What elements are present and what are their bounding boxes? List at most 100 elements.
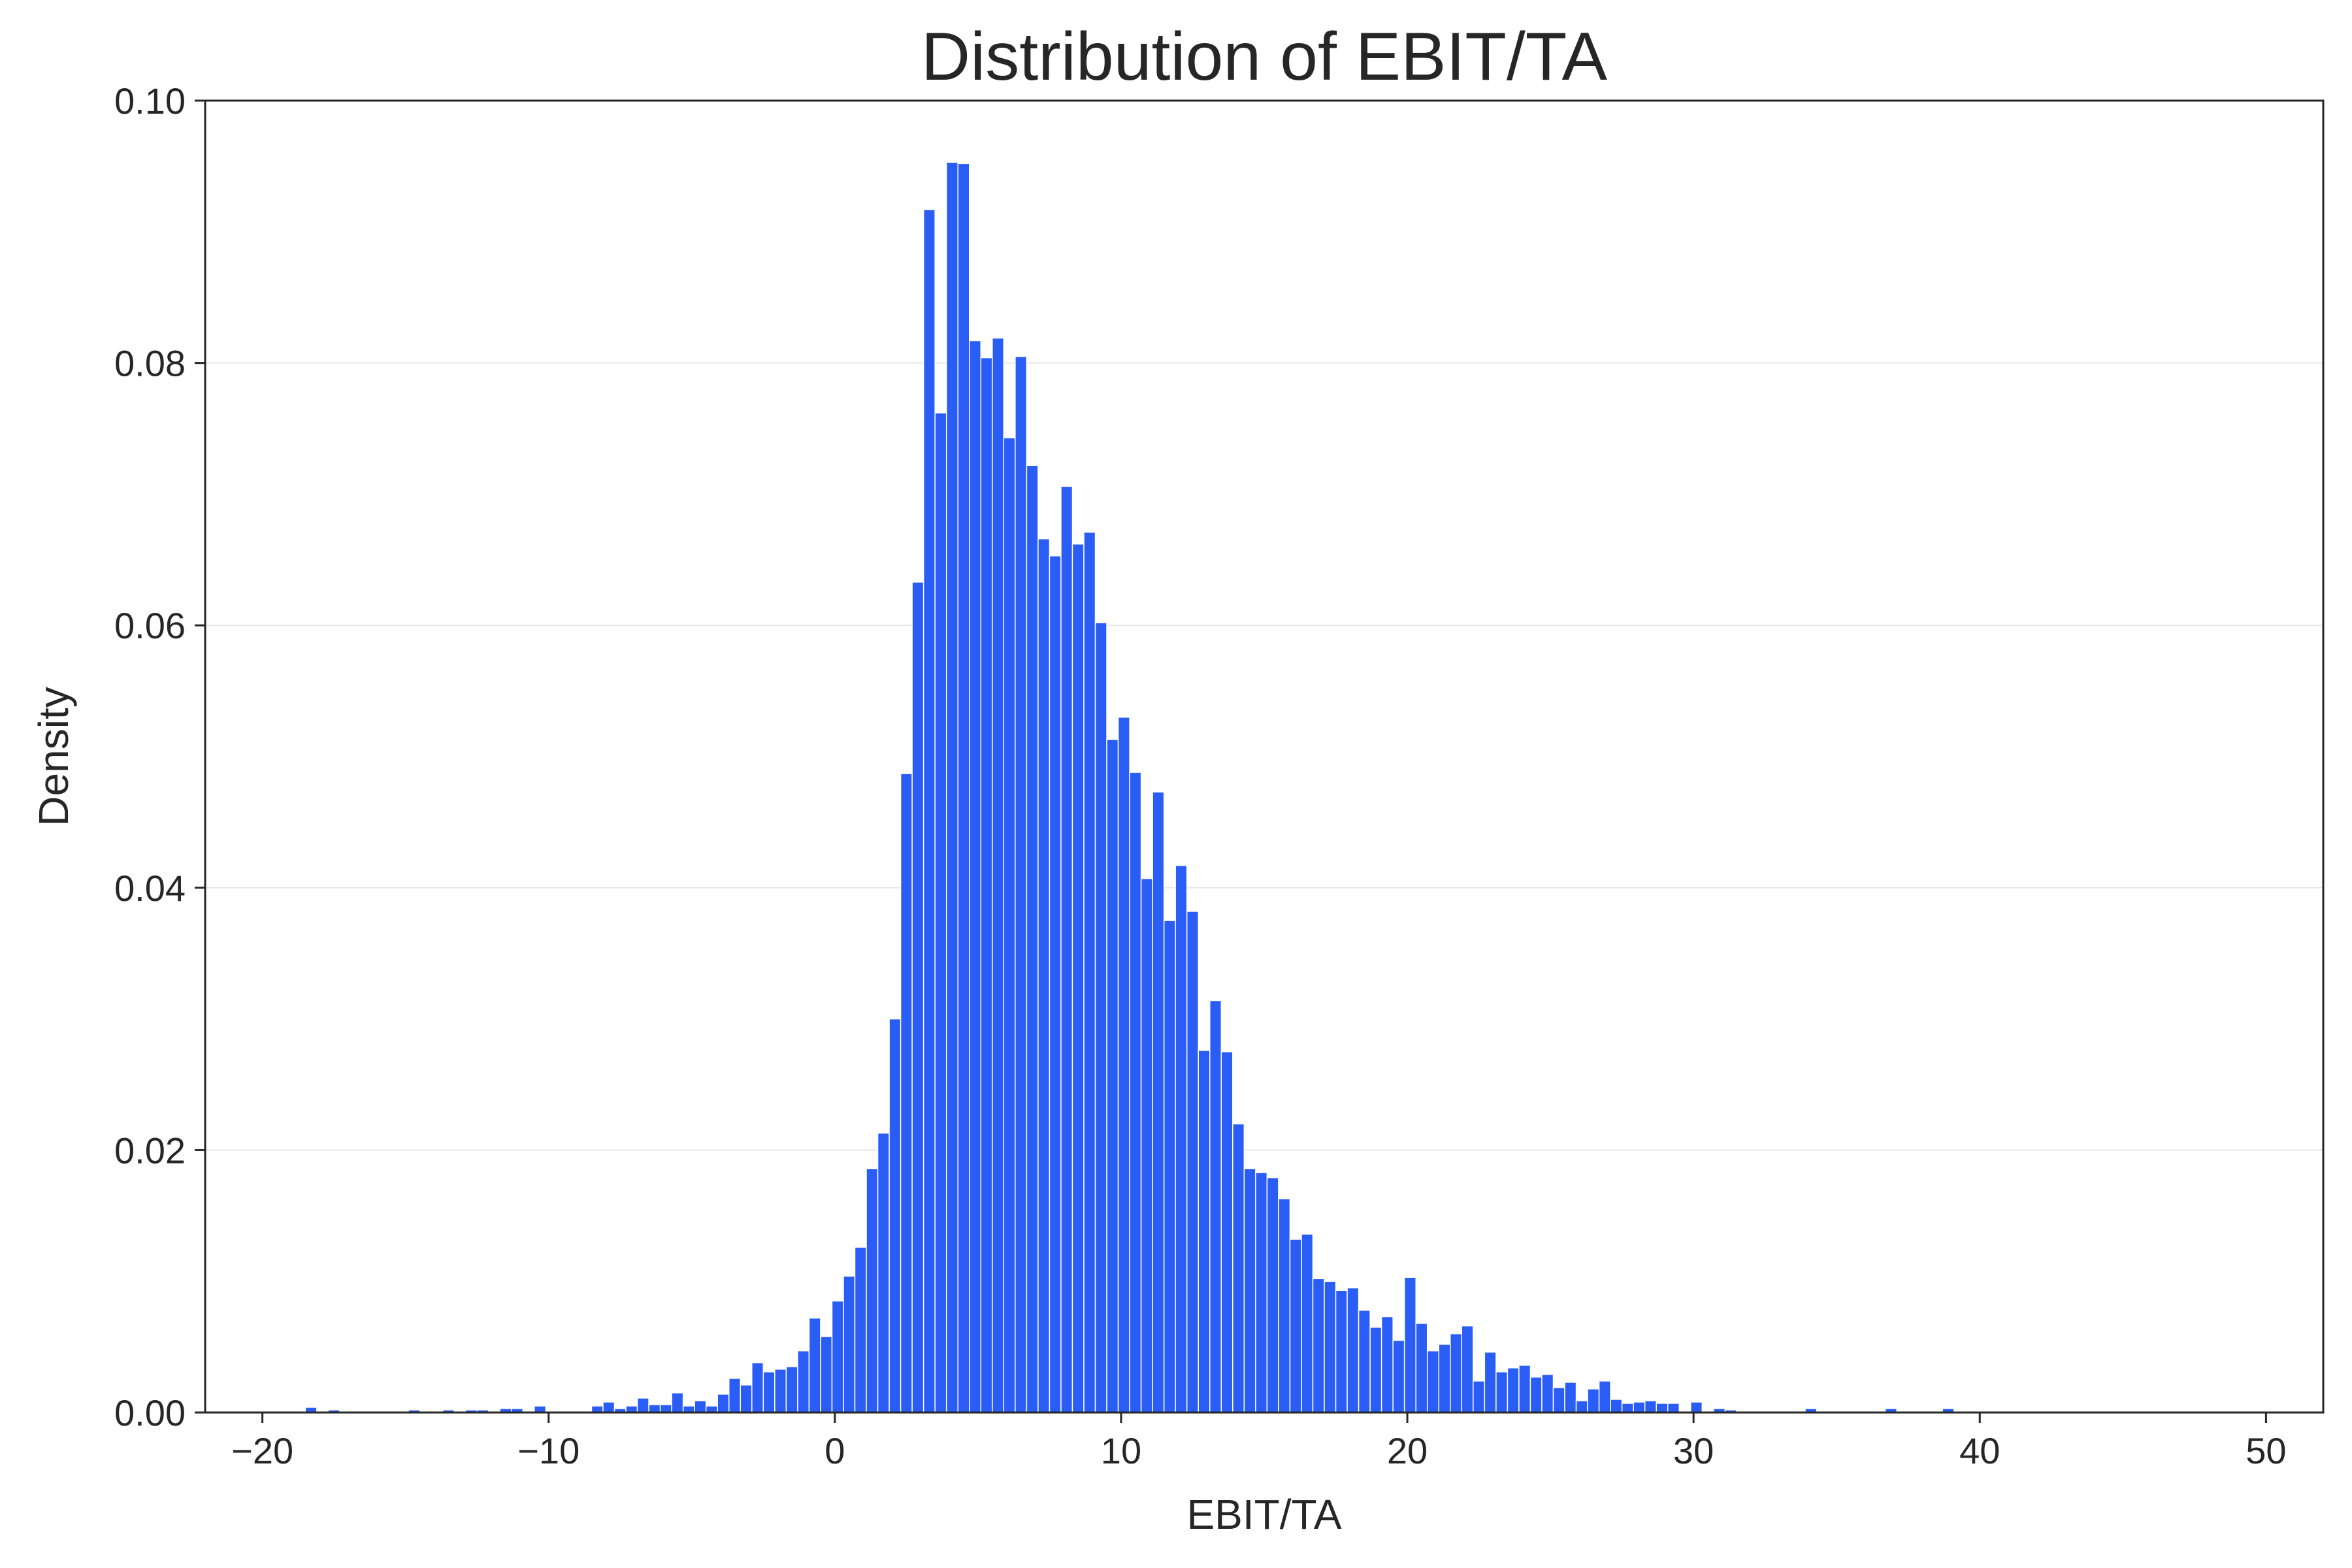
histogram-bar (1656, 1403, 1669, 1413)
x-tick-label: 40 (1959, 1430, 2000, 1471)
histogram-bar (854, 1247, 867, 1413)
histogram-bar (1163, 920, 1176, 1413)
histogram-bar (1564, 1382, 1577, 1413)
histogram-bar (694, 1400, 707, 1413)
x-tick-label: 10 (1101, 1430, 1141, 1471)
histogram-bar (659, 1404, 672, 1413)
plot-frame (204, 99, 2325, 1414)
histogram-bar (1415, 1322, 1428, 1413)
histogram-bar (1450, 1333, 1463, 1413)
histogram-bar (1209, 1000, 1222, 1413)
histogram-bar (911, 581, 924, 1413)
y-tick-label: 0.10 (114, 80, 186, 122)
histogram-bar (957, 163, 970, 1413)
histogram-bar (1621, 1403, 1634, 1413)
histogram-bar (1380, 1316, 1394, 1413)
histogram-bar (1140, 877, 1153, 1413)
histogram-bar (602, 1401, 615, 1413)
histogram-bar (992, 337, 1005, 1413)
y-tick-label: 0.06 (114, 605, 186, 646)
histogram-bar (1552, 1387, 1565, 1413)
histogram-bar (843, 1275, 856, 1413)
y-tick-label: 0.00 (114, 1392, 186, 1433)
histogram-bar (1575, 1400, 1588, 1413)
histogram-bar (923, 208, 936, 1413)
histogram-bar (1266, 1177, 1279, 1413)
histogram-bar (1060, 485, 1073, 1413)
histogram-bar (1587, 1388, 1600, 1413)
histogram-bar (1518, 1364, 1531, 1413)
histogram-bar (774, 1368, 787, 1413)
histogram-bar (1026, 465, 1039, 1413)
histogram-bar (968, 340, 982, 1413)
histogram-bar (1690, 1401, 1703, 1413)
histogram-bar (740, 1384, 753, 1413)
histogram-bar (682, 1405, 695, 1413)
histogram-bar (1129, 772, 1142, 1413)
histogram-bar (591, 1405, 604, 1413)
histogram-bar (671, 1392, 684, 1413)
histogram-bar (1289, 1239, 1302, 1413)
histogram-bar (1473, 1380, 1486, 1413)
x-tick-label: −10 (517, 1430, 580, 1471)
histogram-bar (831, 1300, 844, 1413)
histogram-bar (1461, 1325, 1474, 1413)
x-tick-label: 50 (2246, 1430, 2286, 1471)
x-tick-label: 0 (825, 1430, 845, 1471)
histogram-bar (1541, 1374, 1554, 1413)
histogram-bar (1347, 1287, 1360, 1413)
gridlines (205, 362, 2323, 1151)
y-axis-ticks: 0.00 0.02 0.04 0.06 0.08 0.10 (114, 80, 205, 1433)
histogram-bar (534, 1405, 547, 1413)
x-tick-label: −20 (231, 1430, 293, 1471)
histogram-bar (1117, 717, 1130, 1413)
histogram-bar (1278, 1198, 1291, 1413)
histogram-bar (1644, 1400, 1657, 1413)
histogram-bar (648, 1404, 661, 1413)
histogram-bar (1324, 1281, 1337, 1413)
y-tick-label: 0.02 (114, 1130, 186, 1171)
histogram-bar (808, 1317, 821, 1413)
histogram-bar (1106, 739, 1119, 1413)
histogram-bar (1175, 864, 1188, 1413)
histogram-bar (1003, 437, 1016, 1413)
histogram-bar (1071, 543, 1085, 1413)
histogram-bar (1610, 1399, 1623, 1413)
histogram-bar (934, 412, 947, 1413)
histogram-bar (636, 1397, 649, 1413)
histogram-bar (1667, 1403, 1680, 1413)
x-tick-label: 30 (1673, 1430, 1714, 1471)
histogram-bar (889, 1018, 902, 1413)
histogram-bar (1094, 622, 1107, 1413)
y-axis-label: Density (30, 687, 77, 826)
histogram-bar (1037, 538, 1051, 1413)
histogram-bar (797, 1350, 810, 1413)
histogram-bar (1438, 1343, 1451, 1413)
y-tick-label: 0.08 (114, 343, 186, 384)
histogram-bar (866, 1168, 879, 1413)
histogram-bar (1301, 1233, 1314, 1413)
histogram-bar (1495, 1371, 1509, 1413)
y-tick-label: 0.04 (114, 868, 186, 909)
histogram-bar (1507, 1367, 1520, 1413)
histogram-bar (1312, 1278, 1325, 1413)
histogram-bar (1598, 1380, 1611, 1413)
histogram-bar (1015, 355, 1028, 1413)
histogram-bar (1633, 1401, 1646, 1413)
histogram-bar (1186, 911, 1199, 1413)
histogram-bar (877, 1132, 890, 1413)
histogram-bar (945, 161, 958, 1413)
histogram-bar (751, 1362, 764, 1413)
histogram-bar (1232, 1123, 1245, 1413)
histogram-bar (1198, 1050, 1211, 1413)
histogram-bar (1392, 1339, 1405, 1413)
histogram-bar (728, 1378, 742, 1413)
x-axis-ticks: −20 −10 0 10 20 30 40 50 (231, 1413, 2287, 1471)
histogram-bar (1484, 1351, 1497, 1413)
histogram-bar (705, 1405, 718, 1413)
histogram-bar (717, 1394, 730, 1413)
histogram-bar (762, 1371, 776, 1413)
histogram-bar (900, 773, 913, 1413)
histogram-bar (1369, 1326, 1382, 1413)
